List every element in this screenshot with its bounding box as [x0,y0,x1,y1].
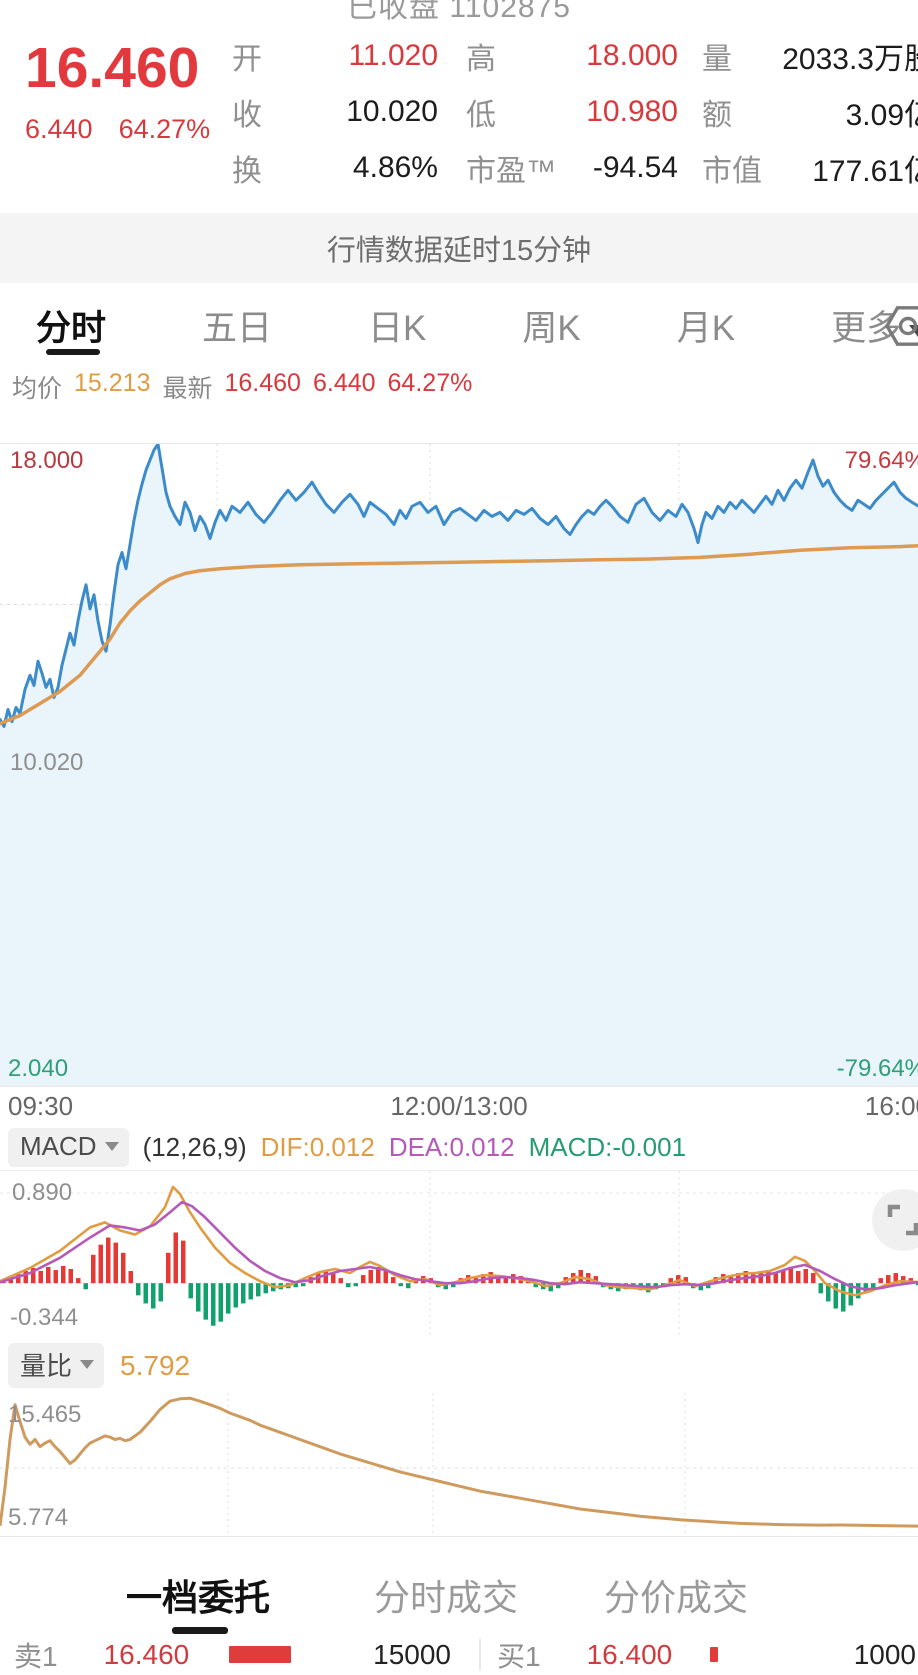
current-price-block: 16.460 6.440 64.27% [0,22,232,200]
buy-level-1: 买1 16.400 1000 [479,1638,918,1672]
chart-info-row: 均价 15.213 最新 16.460 6.440 64.27% [0,355,918,443]
tab-order-book[interactable]: 一档委托 [126,1577,271,1618]
macd-header: MACD (12,26,9) DIF:0.012 DEA:0.012 MACD:… [0,1124,918,1170]
last-price: 16.460 [25,36,200,100]
buy1-price: 16.400 [586,1638,673,1670]
tab-fenshi[interactable]: 分时 [36,308,107,348]
volume-ratio-chart[interactable]: 15.465 5.774 [0,1393,918,1537]
time-axis: 09:30 12:00/13:00 16:00 [0,1087,918,1124]
buy1-label: 买1 [497,1640,541,1672]
bottom-tab-bar: 一档委托 分时成交 分价成交 [0,1537,918,1639]
chart-low-label: 2.040 [8,1055,69,1082]
stat-open: 开 11.020 [232,39,438,76]
macd-selector-button[interactable]: MACD [8,1127,129,1167]
macd-chart[interactable]: 0.890 -0.344 [0,1170,918,1338]
macd-params: (12,26,9) [142,1131,247,1162]
volume-ratio-selector-label: 量比 [20,1351,73,1381]
quote-header: 16.460 6.440 64.27% 开 11.020 高 18.000 量 203… [0,22,918,200]
stat-turnover: 换 4.86% [232,151,438,188]
volume-ratio-top-label: 15.465 [8,1401,82,1428]
expand-chart-button[interactable] [872,1189,918,1251]
chart-high-percent-label: 79.64% [844,447,918,474]
chart-high-label: 18.000 [10,447,84,474]
volume-ratio-value: 5.792 [120,1349,191,1381]
period-tab-bar: 分时 五日 日K 周K 月K 更多 [0,295,918,355]
macd-chart-svg [0,1171,918,1338]
latest-label: 最新 [162,375,213,403]
macd-dea-value: DEA:0.012 [388,1131,515,1162]
price-change-row: 6.440 64.27% [25,114,232,145]
latest-value: 16.460 [224,369,301,397]
tab-daily-k[interactable]: 日K [368,308,427,348]
sell1-price: 16.460 [103,1638,190,1670]
latest-change: 6.440 [312,369,376,397]
tab-monthly-k[interactable]: 月K [676,308,736,348]
price-change: 6.440 [25,114,93,144]
buy1-quantity: 1000 [853,1638,916,1670]
tab-weekly-k[interactable]: 周K [522,308,581,348]
chart-prevclose-label: 10.020 [10,749,84,776]
stat-amount: 额3.09亿 [702,99,918,132]
stat-high: 高 18.000 [466,39,678,76]
time-tick-open: 09:30 [8,1091,74,1121]
market-status-text: 已收盘 1102875 [347,0,571,22]
intraday-chart[interactable]: 18.000 79.64% 10.020 2.040 -79.64% [0,443,918,1087]
order-book-row[interactable]: 卖1 16.460 15000 买1 16.400 1000 [0,1638,918,1672]
time-tick-close: 16:00 [864,1091,918,1121]
sell1-volume-bar [229,1646,292,1663]
macd-bottom-label: -0.344 [10,1304,79,1331]
stat-pe: 市盈™ -94.54 [466,151,678,188]
volume-ratio-selector-button[interactable]: 量比 [8,1343,105,1388]
stat-prev-close: 收 10.020 [232,95,438,132]
macd-selector-label: MACD [20,1130,97,1161]
tab-time-trades[interactable]: 分时成交 [374,1577,519,1618]
macd-hist-value: MACD:-0.001 [528,1131,687,1162]
active-bottom-tab-underline [172,1627,228,1634]
sell1-label: 卖1 [14,1640,58,1672]
macd-dif-value: DIF:0.012 [260,1131,375,1162]
chevron-down-icon [104,1141,119,1151]
avg-price-label: 均价 [12,375,63,403]
stat-low: 低 10.980 [466,95,678,132]
time-tick-midday: 12:00/13:00 [390,1091,528,1121]
volume-ratio-bottom-label: 5.774 [8,1504,69,1531]
price-change-percent: 64.27% [118,114,211,144]
delay-notice-bar: 行情数据延时15分钟 [0,213,918,283]
price-chart-svg [0,444,918,1086]
expand-icon [887,1204,918,1236]
chart-low-percent-label: -79.64% [836,1055,918,1082]
status-row: 已收盘 1102875 [0,0,918,22]
buy1-volume-bar [710,1647,719,1662]
chevron-down-icon [80,1360,95,1369]
sell1-quantity: 15000 [373,1638,451,1670]
macd-top-label: 0.890 [12,1179,73,1206]
delay-notice-text: 行情数据延时15分钟 [326,235,592,267]
volume-ratio-chart-svg [0,1393,918,1536]
volume-ratio-header: 量比 5.792 [0,1338,918,1393]
sell-level-1: 卖1 16.460 15000 [0,1638,479,1672]
avg-price-value: 15.213 [74,369,151,397]
settings-gear-icon[interactable] [884,302,918,350]
active-tab-underline [46,349,100,355]
tab-price-trades[interactable]: 分价成交 [604,1577,749,1618]
tab-five-day[interactable]: 五日 [202,308,273,348]
latest-percent: 64.27% [387,369,473,397]
